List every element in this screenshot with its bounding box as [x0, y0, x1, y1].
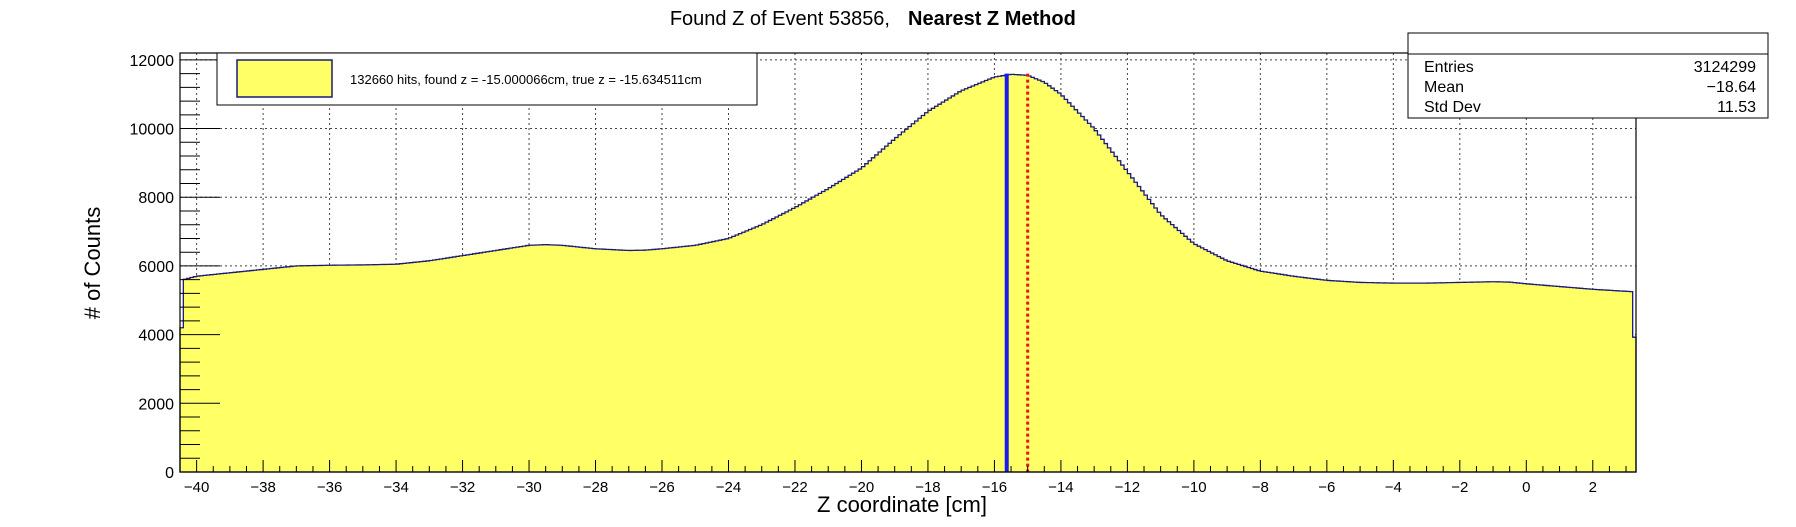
y-tick-label: 10000 — [130, 122, 175, 139]
plot-frame — [179, 52, 1637, 473]
x-tick-label: 2 — [1589, 479, 1597, 496]
stats-label: Entries — [1424, 59, 1474, 76]
x-tick-label: −8 — [1252, 479, 1269, 496]
y-axis: 0 2000 4000 6000 8000 10000 12000 — [130, 53, 220, 482]
x-tick-label: −24 — [716, 479, 741, 496]
x-tick-label: −34 — [383, 479, 408, 496]
x-tick-label: −6 — [1318, 479, 1335, 496]
legend-label: 132660 hits, found z = -15.000066cm, tru… — [350, 72, 702, 87]
y-tick-label: 8000 — [138, 190, 174, 207]
y-tick-label: 2000 — [138, 396, 174, 413]
x-tick-label: −2 — [1451, 479, 1468, 496]
stats-label: Std Dev — [1424, 99, 1481, 116]
stats-box: Entries 3124299 Mean −18.64 Std Dev 11.53 — [1407, 32, 1769, 119]
x-tick-label: −40 — [184, 479, 209, 496]
x-axis-label: Z coordinate [cm] — [817, 492, 987, 517]
x-tick-label: −30 — [516, 479, 541, 496]
x-tick-label: −16 — [982, 479, 1007, 496]
stats-value: 3124299 — [1694, 59, 1756, 76]
y-axis-label: # of Counts — [80, 207, 105, 320]
histogram-fill — [180, 74, 1636, 472]
x-tick-label: −10 — [1181, 479, 1206, 496]
y-tick-label: 6000 — [138, 259, 174, 276]
x-tick-label: −20 — [849, 479, 874, 496]
stats-rows: Entries 3124299 Mean −18.64 Std Dev 11.53 — [1424, 59, 1756, 116]
x-tick-label: −36 — [317, 479, 342, 496]
x-tick-label: 0 — [1522, 479, 1530, 496]
x-tick-label: −12 — [1115, 479, 1140, 496]
z-markers — [1004, 73, 1030, 472]
y-tick-label: 0 — [165, 465, 174, 482]
x-tick-label: −32 — [450, 479, 475, 496]
chart-title-prefix: Found Z of Event 53856, — [670, 8, 890, 30]
x-tick-label: −18 — [915, 479, 940, 496]
chart-title-method: Nearest Z Method — [908, 8, 1076, 30]
x-tick-label: −26 — [649, 479, 674, 496]
histogram-outline — [179, 73, 1637, 473]
stats-value: 11.53 — [1717, 99, 1756, 116]
y-tick-label: 12000 — [130, 53, 175, 70]
stats-value: −18.64 — [1707, 79, 1756, 96]
x-tick-label: −28 — [583, 479, 608, 496]
y-tick-label: 4000 — [138, 328, 174, 345]
x-axis: −40 −38 −36 −34 −32 −30 −28 −26 −24 −22 −20 −18 −16−… — [179, 460, 1627, 496]
stats-label: Mean — [1424, 79, 1464, 96]
legend-swatch — [236, 59, 333, 98]
x-tick-label: −4 — [1385, 479, 1402, 496]
x-tick-label: −22 — [782, 479, 807, 496]
x-tick-label: −14 — [1048, 479, 1073, 496]
legend-box: 132660 hits, found z = -15.000066cm, tru… — [216, 52, 758, 106]
x-tick-label: −38 — [250, 479, 275, 496]
